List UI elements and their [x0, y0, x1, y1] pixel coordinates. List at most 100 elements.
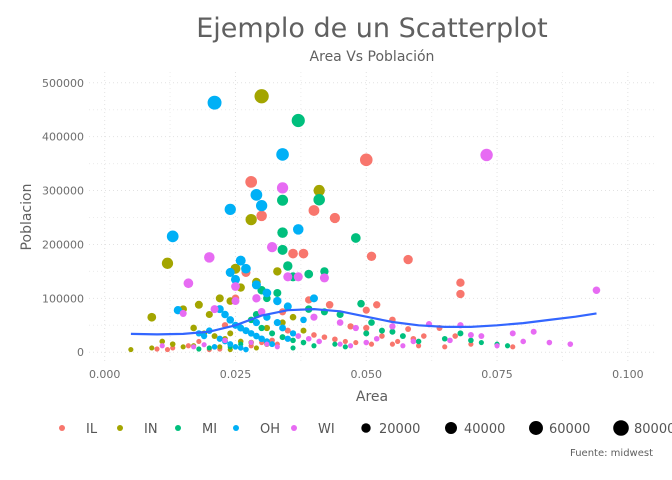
data-point-wi	[264, 341, 270, 347]
data-point-oh	[283, 302, 292, 311]
data-point-in	[147, 312, 157, 322]
data-point-oh	[279, 324, 286, 332]
data-point-in	[211, 333, 218, 340]
data-point-wi	[276, 182, 289, 194]
data-point-mi	[273, 288, 282, 297]
data-point-mi	[389, 328, 396, 335]
y-tick-label: 300000	[42, 185, 84, 198]
data-point-wi	[509, 330, 516, 337]
data-point-wi	[546, 339, 553, 346]
data-point-mi	[196, 346, 202, 352]
data-point-in	[227, 330, 234, 337]
data-point-wi	[337, 341, 343, 347]
data-point-in	[169, 341, 176, 347]
legend-size-label: 60000	[549, 422, 590, 437]
x-tick-labels: 0.000 0.025 0.050 0.075 0.100	[89, 368, 644, 381]
data-point-oh	[227, 341, 234, 348]
data-point-il	[325, 301, 334, 309]
data-point-oh	[200, 332, 208, 340]
data-point-wi	[191, 344, 197, 350]
data-point-wi	[159, 343, 165, 349]
data-point-wi	[530, 328, 537, 335]
data-point-wi	[319, 273, 329, 283]
data-point-wi	[347, 343, 354, 349]
data-point-il	[245, 176, 258, 188]
x-tick-label: 0.050	[351, 368, 383, 381]
data-point-il	[456, 278, 465, 287]
data-point-oh	[252, 319, 260, 327]
data-point-in	[194, 300, 203, 309]
data-point-wi	[231, 282, 240, 291]
data-point-mi	[304, 269, 314, 279]
data-point-in	[263, 324, 271, 332]
data-point-il	[368, 341, 375, 347]
data-point-oh	[225, 267, 235, 278]
y-tick-label: 400000	[42, 131, 84, 144]
data-point-wi	[389, 323, 396, 330]
caption: Fuente: midwest	[570, 448, 653, 459]
data-point-oh	[237, 324, 245, 332]
legend-size-label: 80000	[634, 422, 672, 437]
legend-size-key	[445, 422, 457, 434]
data-point-mi	[457, 330, 464, 337]
data-point-oh	[250, 188, 263, 201]
y-tick-label: 0	[77, 346, 84, 359]
x-tick-label: 0.100	[612, 368, 644, 381]
data-point-oh	[255, 200, 268, 212]
data-point-mi	[468, 337, 474, 344]
data-point-wi	[316, 338, 322, 345]
data-point-oh	[224, 203, 236, 216]
data-point-il	[288, 248, 298, 259]
data-point-wi	[201, 342, 207, 348]
data-point-oh	[262, 288, 272, 298]
data-point-mi	[478, 339, 484, 346]
legend-key-mi	[175, 425, 181, 431]
data-point-oh	[207, 95, 222, 110]
data-point-il	[456, 289, 465, 299]
y-tick-label: 100000	[42, 292, 84, 305]
data-point-il	[154, 346, 160, 352]
data-point-oh	[237, 345, 244, 351]
data-point-wi	[520, 338, 527, 345]
data-point-mi	[350, 233, 361, 243]
data-point-il	[332, 336, 338, 343]
data-point-wi	[183, 278, 194, 289]
data-point-il	[359, 153, 373, 167]
data-point-wi	[204, 252, 215, 263]
data-point-il	[308, 205, 320, 216]
data-point-mi	[378, 327, 385, 334]
x-tick-label: 0.000	[89, 368, 121, 381]
legend-key-wi	[291, 425, 297, 431]
chart-title: Ejemplo de un Scatterplot	[196, 13, 548, 44]
data-point-wi	[305, 335, 312, 342]
data-point-wi	[592, 286, 601, 295]
data-point-in	[205, 310, 213, 319]
data-point-oh	[251, 280, 261, 290]
data-point-il	[405, 326, 412, 333]
data-point-oh	[166, 230, 179, 243]
data-point-oh	[273, 296, 282, 306]
data-point-il	[442, 344, 448, 350]
data-point-wi	[480, 148, 493, 162]
data-point-in	[159, 338, 166, 345]
data-point-in	[161, 257, 174, 269]
data-point-il	[366, 251, 377, 261]
legend-size-key	[361, 423, 371, 433]
data-point-oh	[292, 224, 304, 235]
data-point-oh	[230, 274, 241, 285]
data-point-mi	[332, 341, 338, 347]
data-point-oh	[284, 335, 291, 342]
data-point-in	[215, 294, 224, 303]
legend-size-key	[613, 420, 629, 436]
data-point-il	[373, 301, 381, 309]
legend-key-oh	[233, 425, 239, 431]
data-point-mi	[277, 244, 288, 255]
data-point-oh	[276, 148, 289, 161]
data-point-il	[395, 338, 401, 345]
data-point-wi	[467, 331, 474, 338]
legend-label-mi: MI	[202, 422, 217, 437]
data-point-in	[254, 89, 269, 104]
data-point-il	[452, 333, 459, 339]
data-point-in	[289, 313, 297, 321]
